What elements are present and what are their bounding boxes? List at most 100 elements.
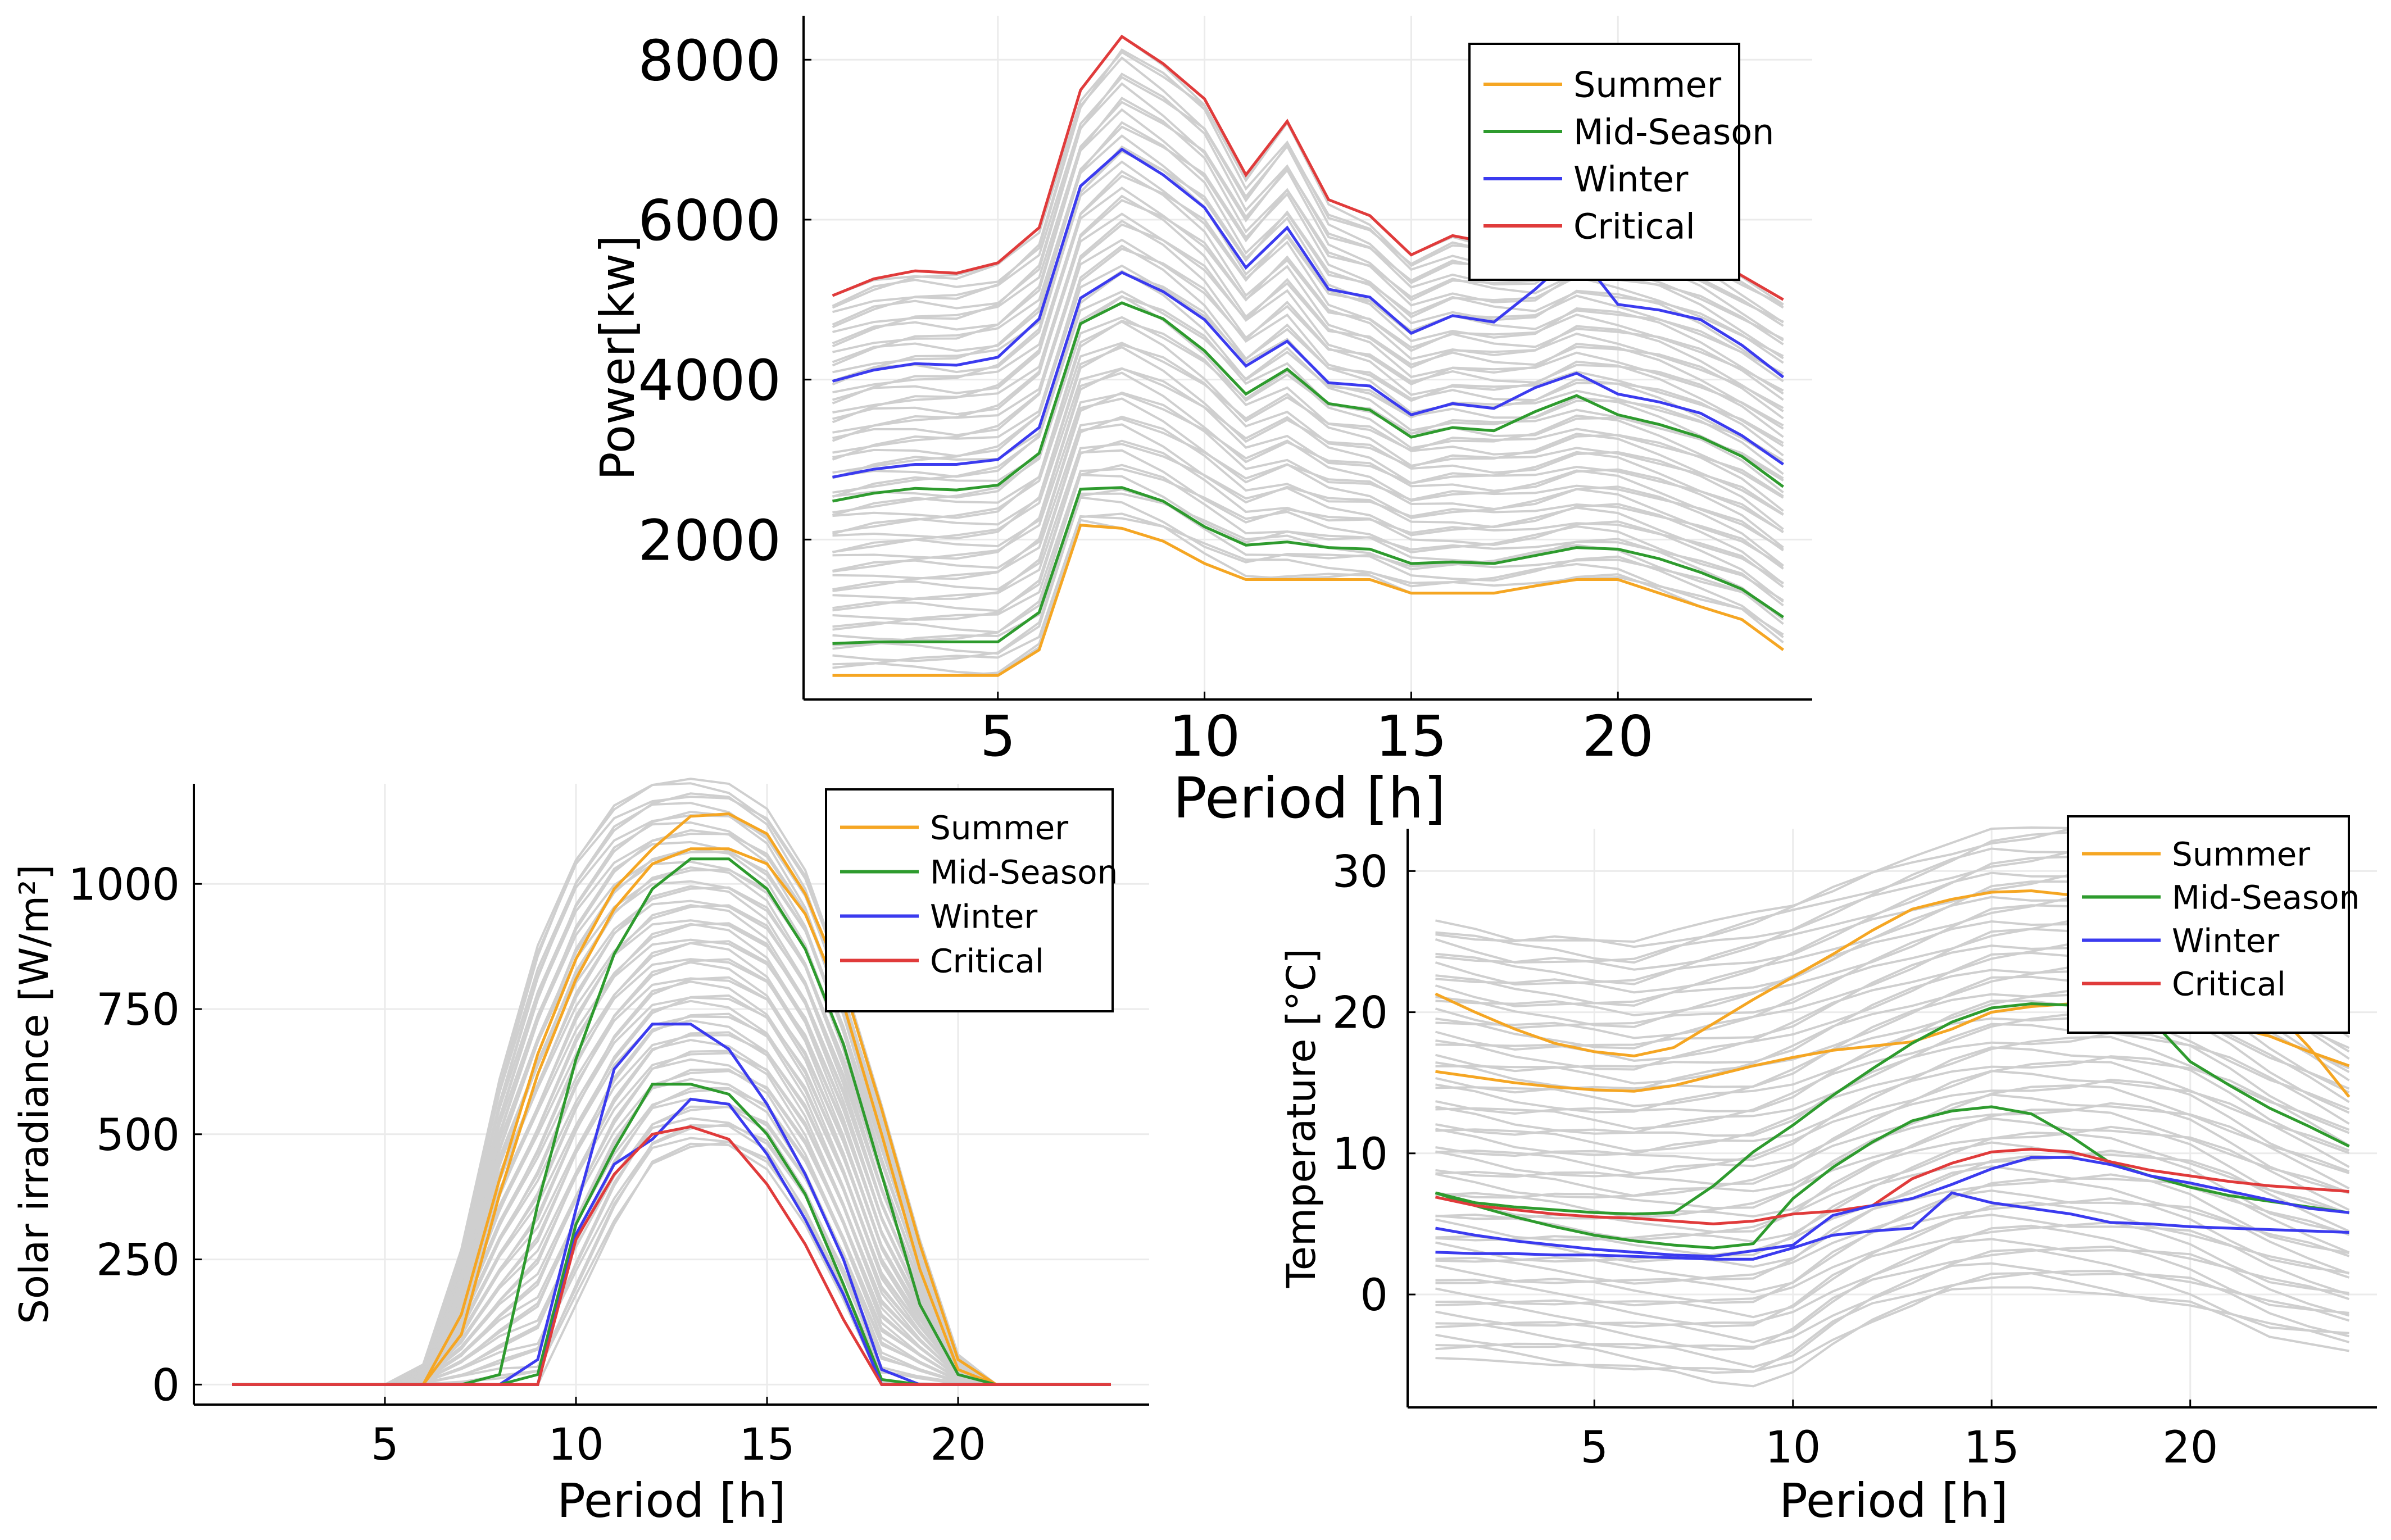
scenario-line	[832, 223, 1784, 442]
x-tick-label: 20	[1582, 703, 1654, 769]
scenario-line	[832, 488, 1784, 655]
scenario-line	[1435, 1108, 2350, 1219]
scenario-line	[832, 219, 1784, 439]
scenario-line	[232, 994, 1111, 1386]
scenario-line	[232, 1142, 1111, 1386]
scenario-line	[232, 1117, 1111, 1386]
x-axis-title: Period [h]	[1779, 1473, 2008, 1528]
scenario-line	[232, 1137, 1111, 1386]
y-tick-label: 10	[1332, 1129, 1388, 1180]
x-axis-title: Period [h]	[1173, 765, 1445, 831]
scenario-line	[1435, 1141, 2350, 1243]
scenario-line	[832, 150, 1784, 386]
legend-label: Mid-Season	[2172, 878, 2360, 916]
scenario-line	[832, 194, 1784, 420]
scenario-line	[232, 1105, 1111, 1386]
scenario-line	[832, 125, 1784, 367]
y-axis-title: Temperature [°C]	[1278, 948, 1324, 1288]
legend-label: Summer	[2172, 835, 2310, 873]
scenario-line	[832, 392, 1784, 573]
scenario-line	[1435, 1248, 2350, 1350]
x-tick-label: 5	[980, 703, 1016, 769]
scenario-line	[232, 976, 1111, 1386]
scenario-line	[1435, 1149, 2349, 1257]
scenario-line	[1435, 1060, 2350, 1175]
legend-label: Critical	[1573, 206, 1695, 247]
y-axis-title: Power[kw]	[590, 235, 645, 480]
scenario-lines	[832, 35, 1784, 677]
scenario-line	[232, 1019, 1111, 1386]
x-tick-label: 10	[1765, 1423, 1821, 1473]
scenario-line	[1435, 1221, 2349, 1328]
scenario-line	[832, 199, 1784, 424]
scenario-line	[232, 1015, 1111, 1386]
x-tick-label: 15	[739, 1420, 795, 1470]
scenario-line	[832, 415, 1784, 591]
series-line-critical	[1435, 1147, 2349, 1225]
scenario-line	[832, 174, 1784, 405]
x-tick-label: 5	[371, 1420, 399, 1470]
scenario-line	[232, 996, 1111, 1386]
scenario-line	[1435, 1055, 2350, 1161]
legend-label: Critical	[930, 942, 1044, 980]
series-line-mid-season	[832, 301, 1784, 503]
scenario-line	[832, 170, 1784, 401]
scenario-line	[832, 439, 1784, 612]
scenario-line	[232, 1078, 1111, 1386]
series-line-mid-season	[1435, 1002, 2350, 1216]
legend-label: Summer	[1573, 64, 1722, 105]
y-tick-label: 250	[96, 1235, 180, 1286]
scenario-line	[832, 464, 1784, 634]
x-tick-label: 15	[1964, 1423, 2020, 1473]
power-chart: 5 10 15 20 2000 4000 6000 8000 Period [h] Power[k…	[590, 16, 1812, 831]
scenario-line	[832, 121, 1784, 364]
scenario-line	[832, 371, 1784, 560]
scenario-line	[1435, 1238, 2350, 1343]
scenario-line	[832, 367, 1784, 553]
scenario-line	[1435, 1224, 2350, 1328]
series-line-winter	[832, 271, 1784, 479]
scenario-line	[232, 1058, 1111, 1386]
scenario-line	[832, 515, 1784, 669]
scenario-line	[1435, 1035, 2350, 1152]
scenario-line	[832, 296, 1784, 498]
scenario-line	[232, 1012, 1111, 1386]
x-tick-label: 15	[1376, 703, 1447, 769]
y-tick-label: 20	[1332, 988, 1388, 1039]
scenario-line	[1435, 1117, 2350, 1220]
scenario-line	[1435, 1084, 2350, 1197]
scenario-line	[1435, 1023, 2350, 1135]
scenario-line	[832, 492, 1784, 650]
scenario-line	[1435, 1214, 2350, 1319]
temperature-chart: 5 10 15 20 0 10 20 30 Period [h] Temperature [°C]…	[1278, 815, 2377, 1528]
legend-label: Winter	[2172, 921, 2279, 960]
scenario-line	[232, 1087, 1111, 1386]
series-line-mid-season	[832, 486, 1784, 645]
legend: Summer Mid-Season Winter Critical	[1468, 43, 1774, 281]
legend: Summer Mid-Season Winter Critical	[2067, 815, 2360, 1034]
x-tick-label: 5	[1580, 1423, 1608, 1473]
y-tick-label: 750	[96, 985, 180, 1035]
legend-label: Critical	[2172, 965, 2286, 1003]
x-tick-label: 10	[548, 1420, 604, 1470]
scenario-line	[832, 319, 1784, 517]
legend-label: Winter	[1573, 158, 1689, 199]
scenario-line	[232, 1034, 1111, 1386]
scenario-line	[1435, 1178, 2350, 1285]
scenario-line	[1435, 1245, 2349, 1351]
scenario-line	[232, 1105, 1111, 1386]
scenario-line	[232, 1141, 1111, 1386]
legend-label: Summer	[930, 808, 1068, 847]
series-line-winter	[1435, 1191, 2349, 1261]
x-tick-label: 20	[930, 1420, 986, 1470]
legend-label: Mid-Season	[1573, 111, 1774, 152]
y-tick-label: 4000	[638, 348, 782, 414]
solar-irradiance-chart: 5 10 15 20 0 250 500 750 1000 Period [h] Solar irr…	[11, 778, 1149, 1528]
scenario-line	[1435, 1032, 2350, 1137]
scenario-line	[832, 247, 1784, 461]
scenario-line	[832, 474, 1784, 642]
scenario-line	[1435, 1131, 2350, 1241]
series-line-winter	[832, 147, 1785, 383]
y-tick-label: 6000	[638, 188, 782, 253]
